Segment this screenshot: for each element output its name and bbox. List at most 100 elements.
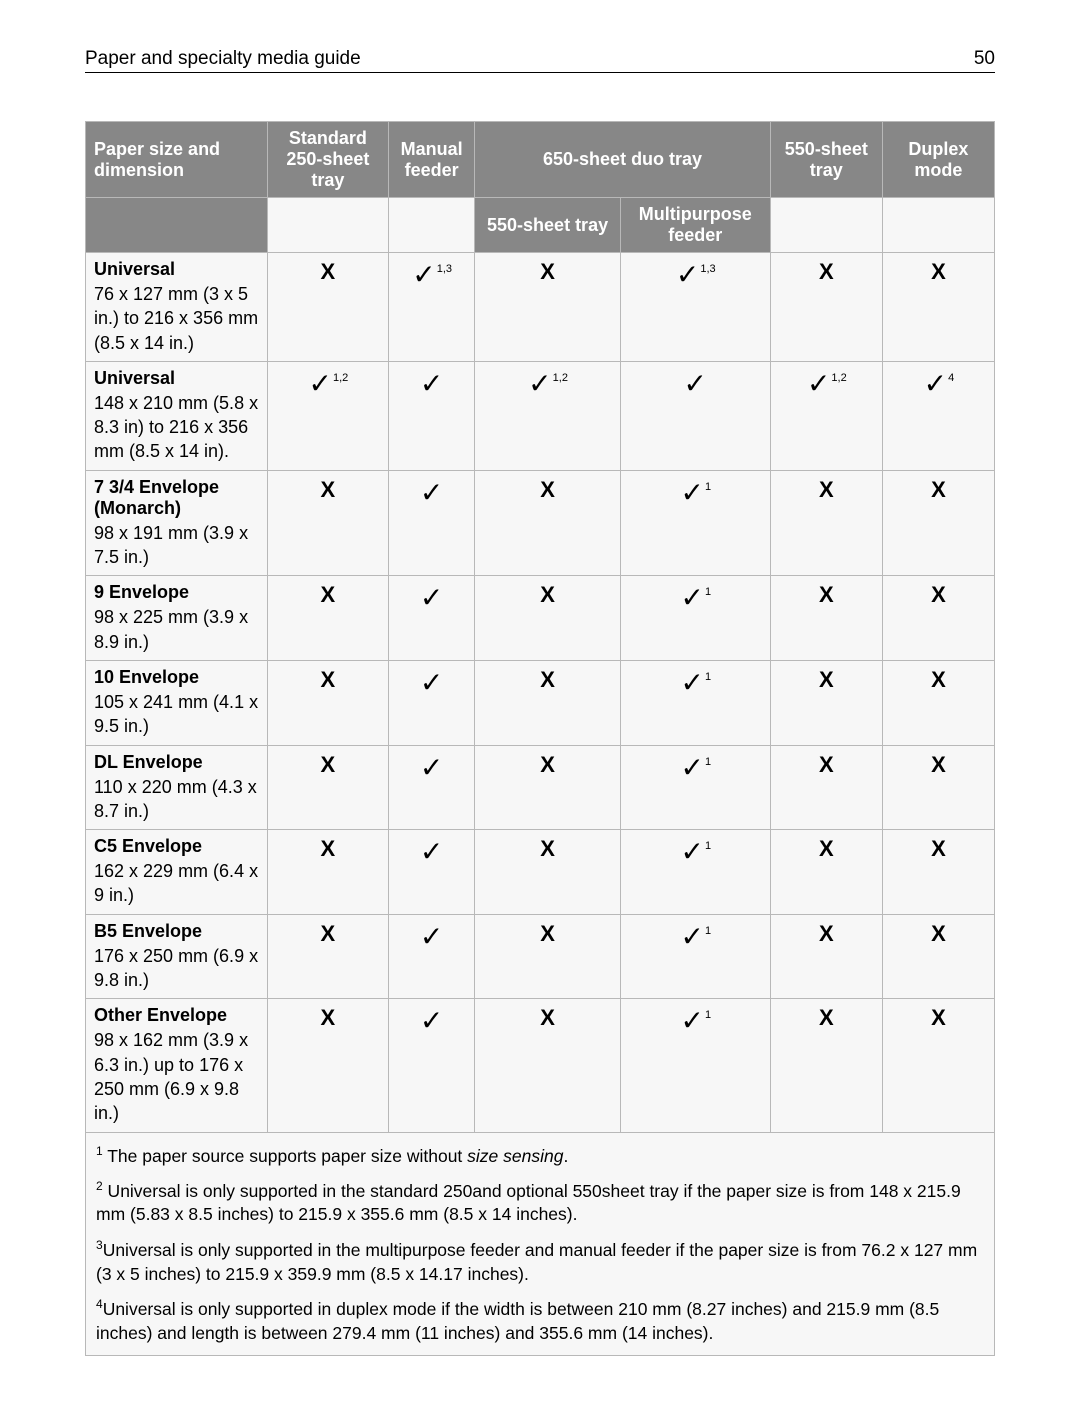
mark-cell: ✓1 [620,830,770,915]
footnote-ref: 1,2 [333,372,348,384]
x-mark-icon: X [931,259,946,283]
footnote-ref: 1 [705,840,711,852]
mark-cell: X [267,830,388,915]
footnote-ref: 1,2 [553,372,568,384]
x-mark-icon: X [819,1005,834,1029]
footnote: 1 The paper source supports paper size w… [96,1143,984,1168]
header-blank [770,198,882,253]
footnote-ref: 1 [705,481,711,493]
mark-cell: ✓1,3 [388,253,474,362]
row-label-cell: Universal148 x 210 mm (5.8 x 8.3 in) to … [86,361,268,470]
mark-cell: ✓ [388,576,474,661]
col-header-550-tray: 550‑sheet tray [770,122,882,198]
mark-cell: ✓ [620,361,770,470]
check-mark-icon: ✓ [309,371,332,395]
check-mark-icon: ✓ [680,1008,703,1032]
check-mark-icon: ✓ [680,670,703,694]
x-mark-icon: X [540,667,555,691]
check-mark-icon: ✓ [680,755,703,779]
mark-cell: X [475,999,620,1132]
mark-cell: X [882,660,994,745]
x-mark-icon: X [540,477,555,501]
row-label-cell: B5 Envelope176 x 250 mm (6.9 x 9.8 in.) [86,914,268,999]
x-mark-icon: X [540,582,555,606]
mark-cell: ✓ [388,660,474,745]
row-label-cell: 10 Envelope105 x 241 mm (4.1 x 9.5 in.) [86,660,268,745]
row-title: Other Envelope [94,1005,259,1026]
mark-cell: X [882,745,994,830]
col-subheader-550: 550‑sheet tray [475,198,620,253]
page-number: 50 [974,48,995,70]
mark-cell: X [267,745,388,830]
footnote-number: 1 [96,1144,103,1158]
mark-cell: ✓ [388,999,474,1132]
mark-cell: ✓1 [620,914,770,999]
mark-cell: X [882,830,994,915]
x-mark-icon: X [321,477,336,501]
check-mark-icon: ✓ [528,371,551,395]
x-mark-icon: X [819,667,834,691]
mark-cell: X [770,576,882,661]
page-title: Paper and specialty media guide [85,48,361,70]
row-label-cell: Universal76 x 127 mm (3 x 5 in.) to 216 … [86,253,268,362]
check-mark-icon: ✓ [676,262,699,286]
mark-cell: X [770,830,882,915]
row-label-cell: DL Envelope110 x 220 mm (4.3 x 8.7 in.) [86,745,268,830]
row-label-cell: Other Envelope98 x 162 mm (3.9 x 6.3 in.… [86,999,268,1132]
mark-cell: X [882,470,994,576]
footnote-number: 3 [96,1238,103,1252]
footnotes-cell: 1 The paper source supports paper size w… [86,1132,995,1356]
check-mark-icon: ✓ [680,924,703,948]
col-header-duplex: Duplex mode [882,122,994,198]
col-header-standard-tray: Standard 250‑sheet tray [267,122,388,198]
row-title: 10 Envelope [94,667,259,688]
x-mark-icon: X [321,752,336,776]
row-title: C5 Envelope [94,836,259,857]
mark-cell: ✓1,3 [620,253,770,362]
x-mark-icon: X [321,667,336,691]
footnote-ref: 1,2 [831,372,846,384]
mark-cell: ✓1 [620,576,770,661]
mark-cell: X [770,999,882,1132]
footnote-ref: 1 [705,1009,711,1021]
check-mark-icon: ✓ [420,585,443,609]
x-mark-icon: X [819,477,834,501]
header-blank [882,198,994,253]
mark-cell: X [267,253,388,362]
footnote-ref: 4 [948,372,954,384]
col-header-manual-feeder: Manual feeder [388,122,474,198]
row-title: Universal [94,368,259,389]
mark-cell: ✓1,2 [475,361,620,470]
x-mark-icon: X [819,836,834,860]
x-mark-icon: X [540,259,555,283]
table-row: Other Envelope98 x 162 mm (3.9 x 6.3 in.… [86,999,995,1132]
mark-cell: X [475,660,620,745]
footnote-number: 2 [96,1179,103,1193]
mark-cell: ✓1 [620,999,770,1132]
check-mark-icon: ✓ [420,924,443,948]
check-mark-icon: ✓ [684,371,707,395]
col-header-duo-tray: 650‑sheet duo tray [475,122,770,198]
check-mark-icon: ✓ [807,371,830,395]
x-mark-icon: X [931,921,946,945]
check-mark-icon: ✓ [680,585,703,609]
table-row: 9 Envelope98 x 225 mm (3.9 x 8.9 in.) X ✓ X… [86,576,995,661]
check-mark-icon: ✓ [412,262,435,286]
mark-cell: ✓ [388,830,474,915]
x-mark-icon: X [321,921,336,945]
x-mark-icon: X [931,1005,946,1029]
table-row: Universal76 x 127 mm (3 x 5 in.) to 216 … [86,253,995,362]
check-mark-icon: ✓ [680,839,703,863]
row-title: B5 Envelope [94,921,259,942]
row-title: Universal [94,259,259,280]
row-label-cell: 9 Envelope98 x 225 mm (3.9 x 8.9 in.) [86,576,268,661]
mark-cell: ✓4 [882,361,994,470]
table-header-row-2: 550‑sheet trayMultipurpose feeder [86,198,995,253]
mark-cell: X [475,830,620,915]
row-title: DL Envelope [94,752,259,773]
table-header-row-1: Paper size and dimensionStandard 250‑she… [86,122,995,198]
x-mark-icon: X [819,921,834,945]
x-mark-icon: X [321,1005,336,1029]
mark-cell: X [882,914,994,999]
mark-cell: X [770,253,882,362]
